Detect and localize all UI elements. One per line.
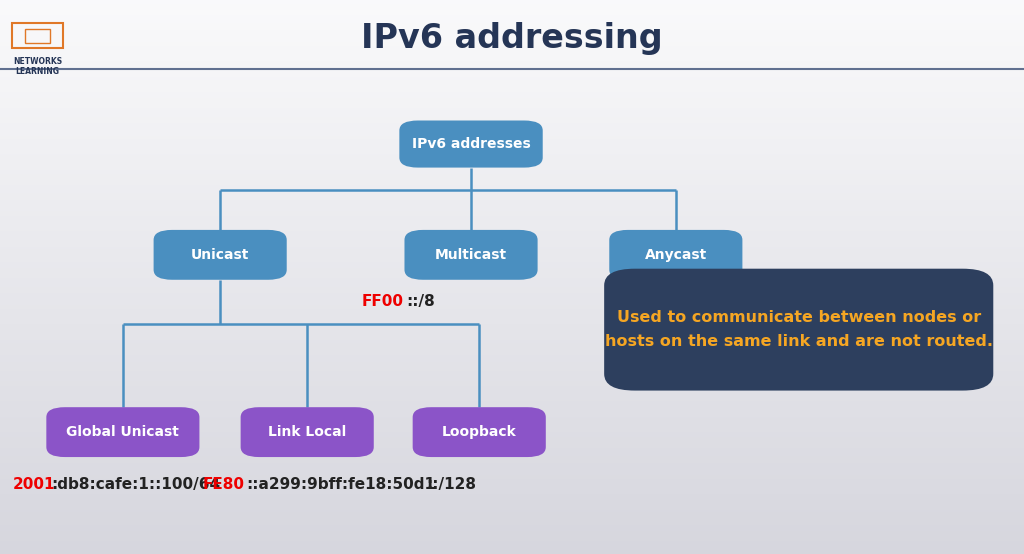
FancyBboxPatch shape (154, 230, 287, 280)
Text: ::/128: ::/128 (426, 477, 476, 493)
Text: FF00: FF00 (361, 294, 403, 310)
Text: NETWORKS
LEARNING: NETWORKS LEARNING (13, 57, 62, 76)
FancyBboxPatch shape (404, 230, 538, 280)
Text: Loopback: Loopback (442, 425, 516, 439)
FancyBboxPatch shape (46, 407, 200, 457)
Text: Unicast: Unicast (190, 248, 250, 262)
Text: Anycast: Anycast (645, 248, 707, 262)
FancyBboxPatch shape (609, 230, 742, 280)
Text: Used to communicate between nodes or
hosts on the same link and are not routed.: Used to communicate between nodes or hos… (605, 310, 992, 349)
Text: 2001: 2001 (12, 477, 55, 493)
Text: IPv6 addressing: IPv6 addressing (361, 22, 663, 55)
Text: Global Unicast: Global Unicast (67, 425, 179, 439)
Text: Multicast: Multicast (435, 248, 507, 262)
Text: IPv6 addresses: IPv6 addresses (412, 137, 530, 151)
FancyBboxPatch shape (604, 269, 993, 391)
FancyBboxPatch shape (241, 407, 374, 457)
Text: :db8:cafe:1::100/64: :db8:cafe:1::100/64 (51, 477, 220, 493)
Text: Link Local: Link Local (268, 425, 346, 439)
Text: FE80: FE80 (203, 477, 245, 493)
Text: ::a299:9bff:fe18:50d1: ::a299:9bff:fe18:50d1 (246, 477, 435, 493)
Text: ::/8: ::/8 (407, 294, 435, 310)
FancyBboxPatch shape (413, 407, 546, 457)
FancyBboxPatch shape (399, 121, 543, 167)
